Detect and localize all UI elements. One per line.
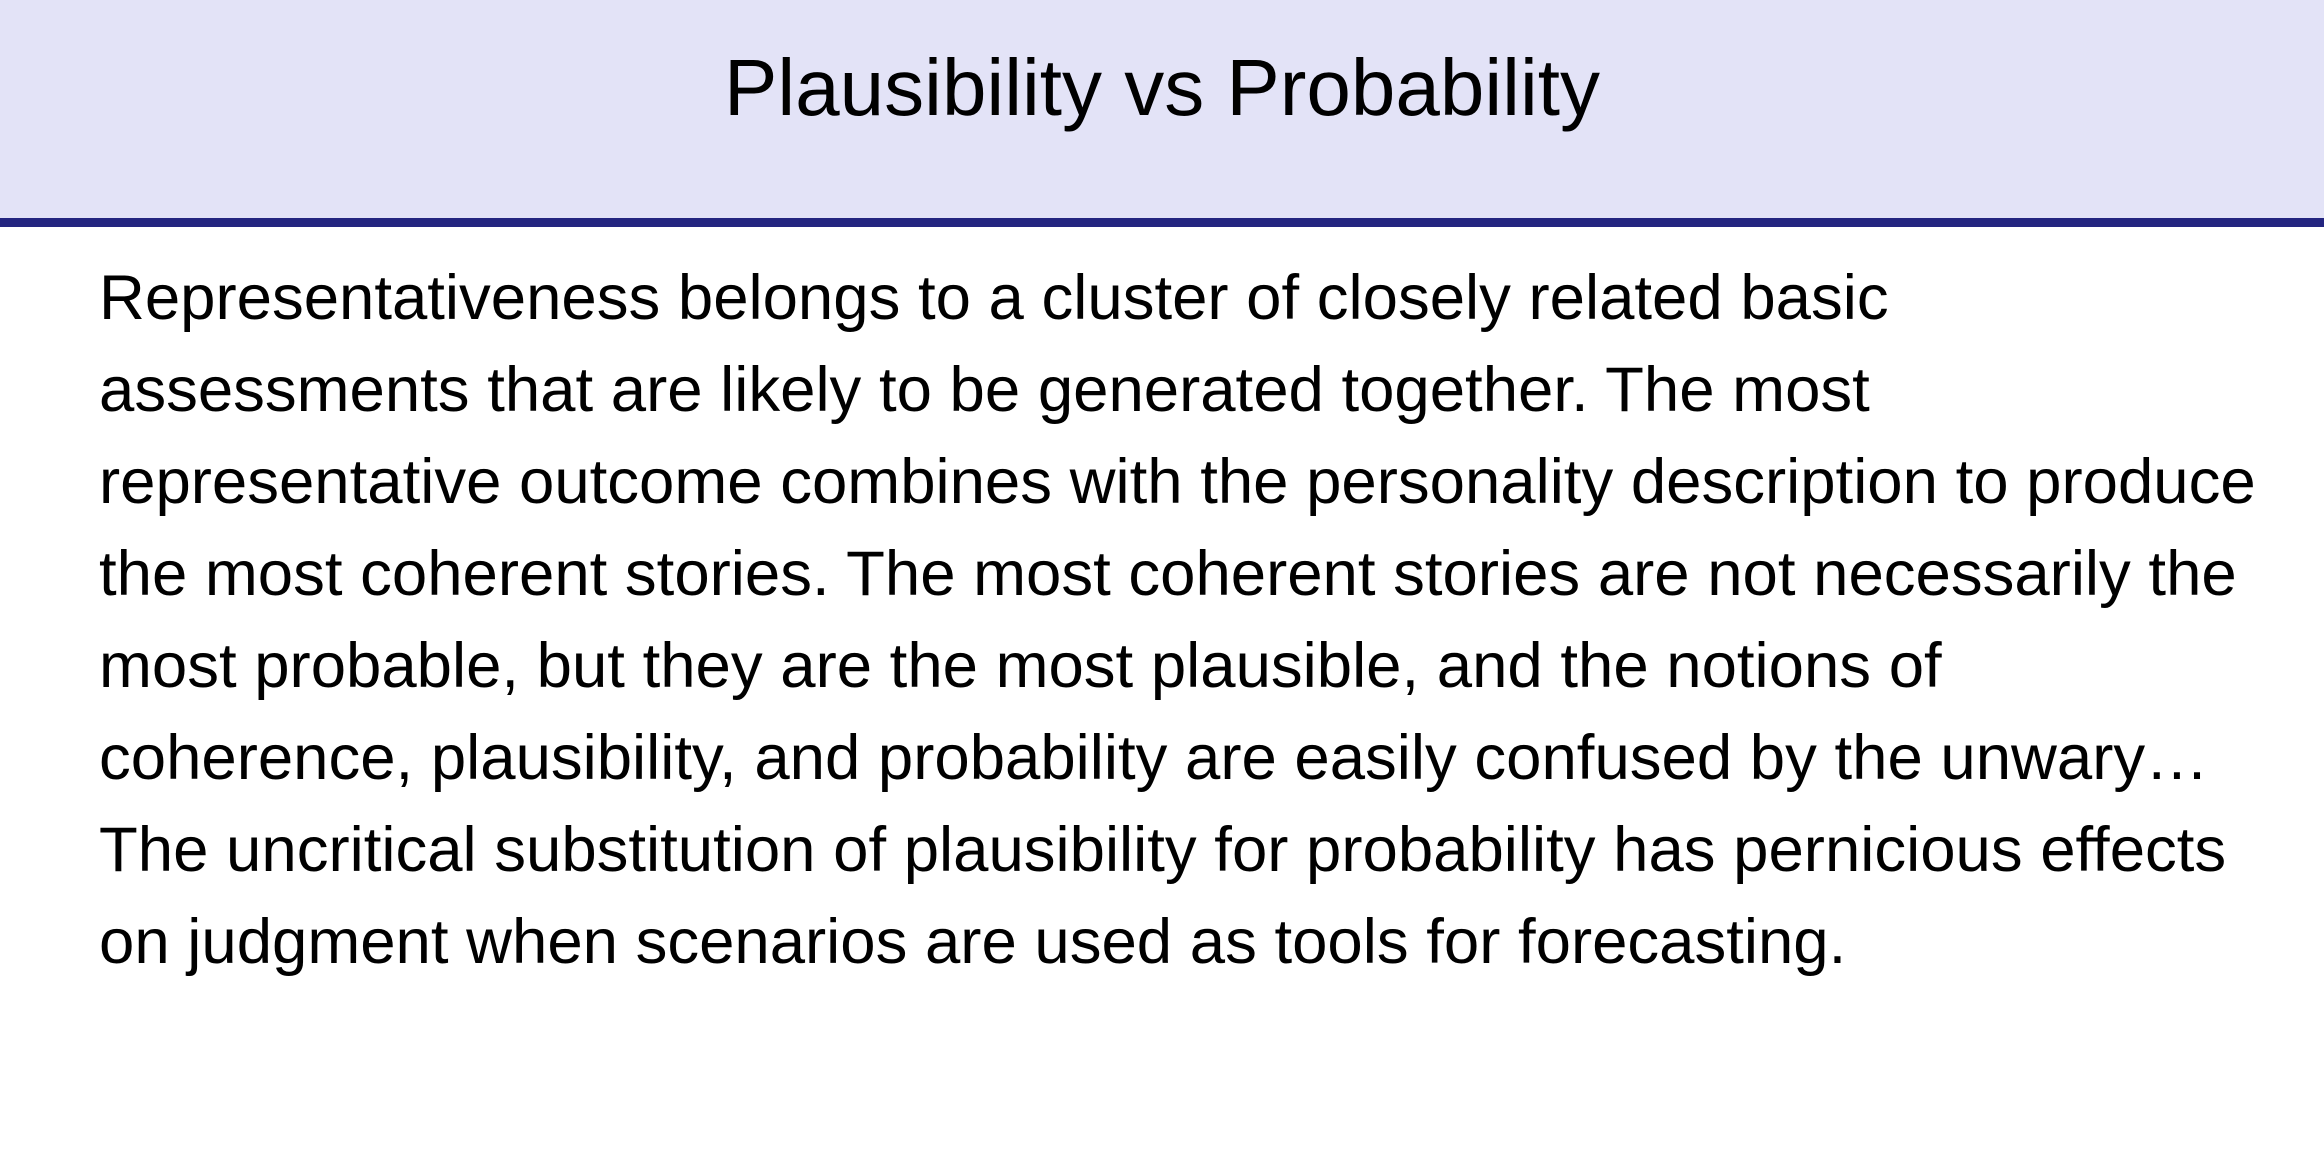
- slide-title: Plausibility vs Probability: [724, 43, 1600, 132]
- slide-body-text: Representativeness belongs to a cluster …: [99, 263, 2256, 977]
- title-band: Plausibility vs Probability: [0, 0, 2324, 218]
- title-divider: [0, 218, 2324, 227]
